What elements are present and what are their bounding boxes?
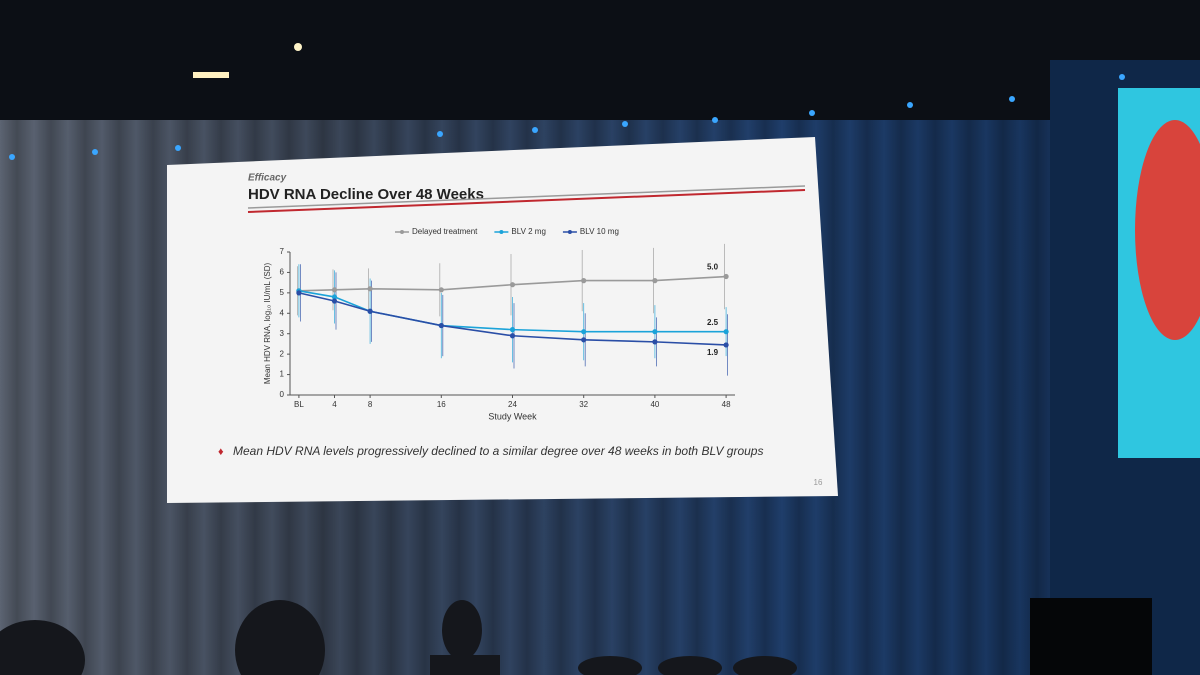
data-point bbox=[652, 329, 658, 335]
data-point bbox=[331, 298, 338, 304]
y-tick-label: 1 bbox=[280, 370, 285, 379]
series-line bbox=[298, 292, 727, 346]
legend-label: Delayed treatment bbox=[412, 227, 478, 236]
y-tick-label: 7 bbox=[280, 247, 285, 256]
data-point bbox=[367, 286, 373, 292]
bullet-marker: ♦ bbox=[218, 446, 224, 458]
title-rule-gray bbox=[247, 185, 806, 209]
annotation: 2.5 bbox=[707, 318, 719, 327]
x-tick-label: 16 bbox=[437, 400, 446, 409]
annotation: 5.0 bbox=[707, 263, 719, 272]
series-line bbox=[298, 275, 727, 292]
data-point bbox=[652, 339, 658, 345]
legend-label: BLV 2 mg bbox=[511, 227, 546, 236]
data-point bbox=[331, 287, 338, 293]
y-tick-label: 4 bbox=[280, 308, 285, 317]
data-point bbox=[581, 329, 587, 335]
data-point bbox=[331, 294, 338, 300]
ceiling-light bbox=[193, 72, 229, 78]
data-point bbox=[509, 327, 516, 333]
y-tick-label: 2 bbox=[280, 349, 285, 358]
legend-marker bbox=[400, 230, 404, 234]
data-point bbox=[438, 287, 444, 293]
legend-item: BLV 2 mg bbox=[494, 227, 546, 236]
x-tick-label: 48 bbox=[722, 400, 731, 409]
data-point bbox=[296, 290, 302, 296]
data-point bbox=[581, 337, 587, 343]
x-tick-label: 8 bbox=[368, 400, 373, 409]
title-rule-red bbox=[247, 189, 806, 213]
section-label: Efficacy bbox=[248, 173, 287, 184]
slide bbox=[167, 137, 838, 503]
data-point bbox=[367, 308, 373, 314]
legend-label: BLV 10 mg bbox=[580, 227, 619, 236]
slide-title: HDV RNA Decline Over 48 Weeks bbox=[248, 186, 484, 203]
data-point bbox=[723, 273, 729, 280]
x-tick-label: 32 bbox=[579, 400, 588, 409]
y-tick-label: 6 bbox=[280, 268, 285, 277]
page-number: 16 bbox=[814, 478, 823, 487]
data-point bbox=[652, 278, 658, 284]
stage-lights bbox=[9, 74, 1125, 160]
data-point bbox=[581, 278, 587, 284]
legend-marker bbox=[567, 230, 572, 234]
y-tick-label: 5 bbox=[280, 288, 285, 297]
annotation: 1.9 bbox=[707, 348, 719, 357]
x-tick-label: BL bbox=[294, 400, 304, 409]
monitor bbox=[1030, 598, 1152, 675]
legend-item: Delayed treatment bbox=[395, 227, 478, 236]
x-tick-label: 4 bbox=[332, 400, 337, 409]
legend-item: BLV 10 mg bbox=[562, 227, 619, 236]
legend-marker bbox=[499, 230, 504, 234]
y-axis-title: Mean HDV RNA, log₁₀ IU/mL (SD) bbox=[263, 263, 272, 385]
data-point bbox=[509, 282, 516, 288]
data-point bbox=[723, 342, 729, 348]
side-screen-art bbox=[1135, 120, 1200, 340]
x-axis-title: Study Week bbox=[488, 411, 537, 421]
data-point bbox=[509, 333, 516, 339]
data-point bbox=[723, 329, 729, 335]
y-tick-label: 3 bbox=[280, 329, 285, 338]
bullet-text: Mean HDV RNA levels progressively declin… bbox=[233, 444, 763, 458]
spotlight bbox=[294, 43, 302, 51]
series-line bbox=[298, 290, 727, 333]
audience bbox=[0, 600, 797, 675]
y-tick-label: 0 bbox=[280, 390, 285, 399]
data-point bbox=[438, 322, 444, 329]
x-tick-label: 24 bbox=[508, 400, 517, 409]
x-tick-label: 40 bbox=[650, 400, 659, 409]
